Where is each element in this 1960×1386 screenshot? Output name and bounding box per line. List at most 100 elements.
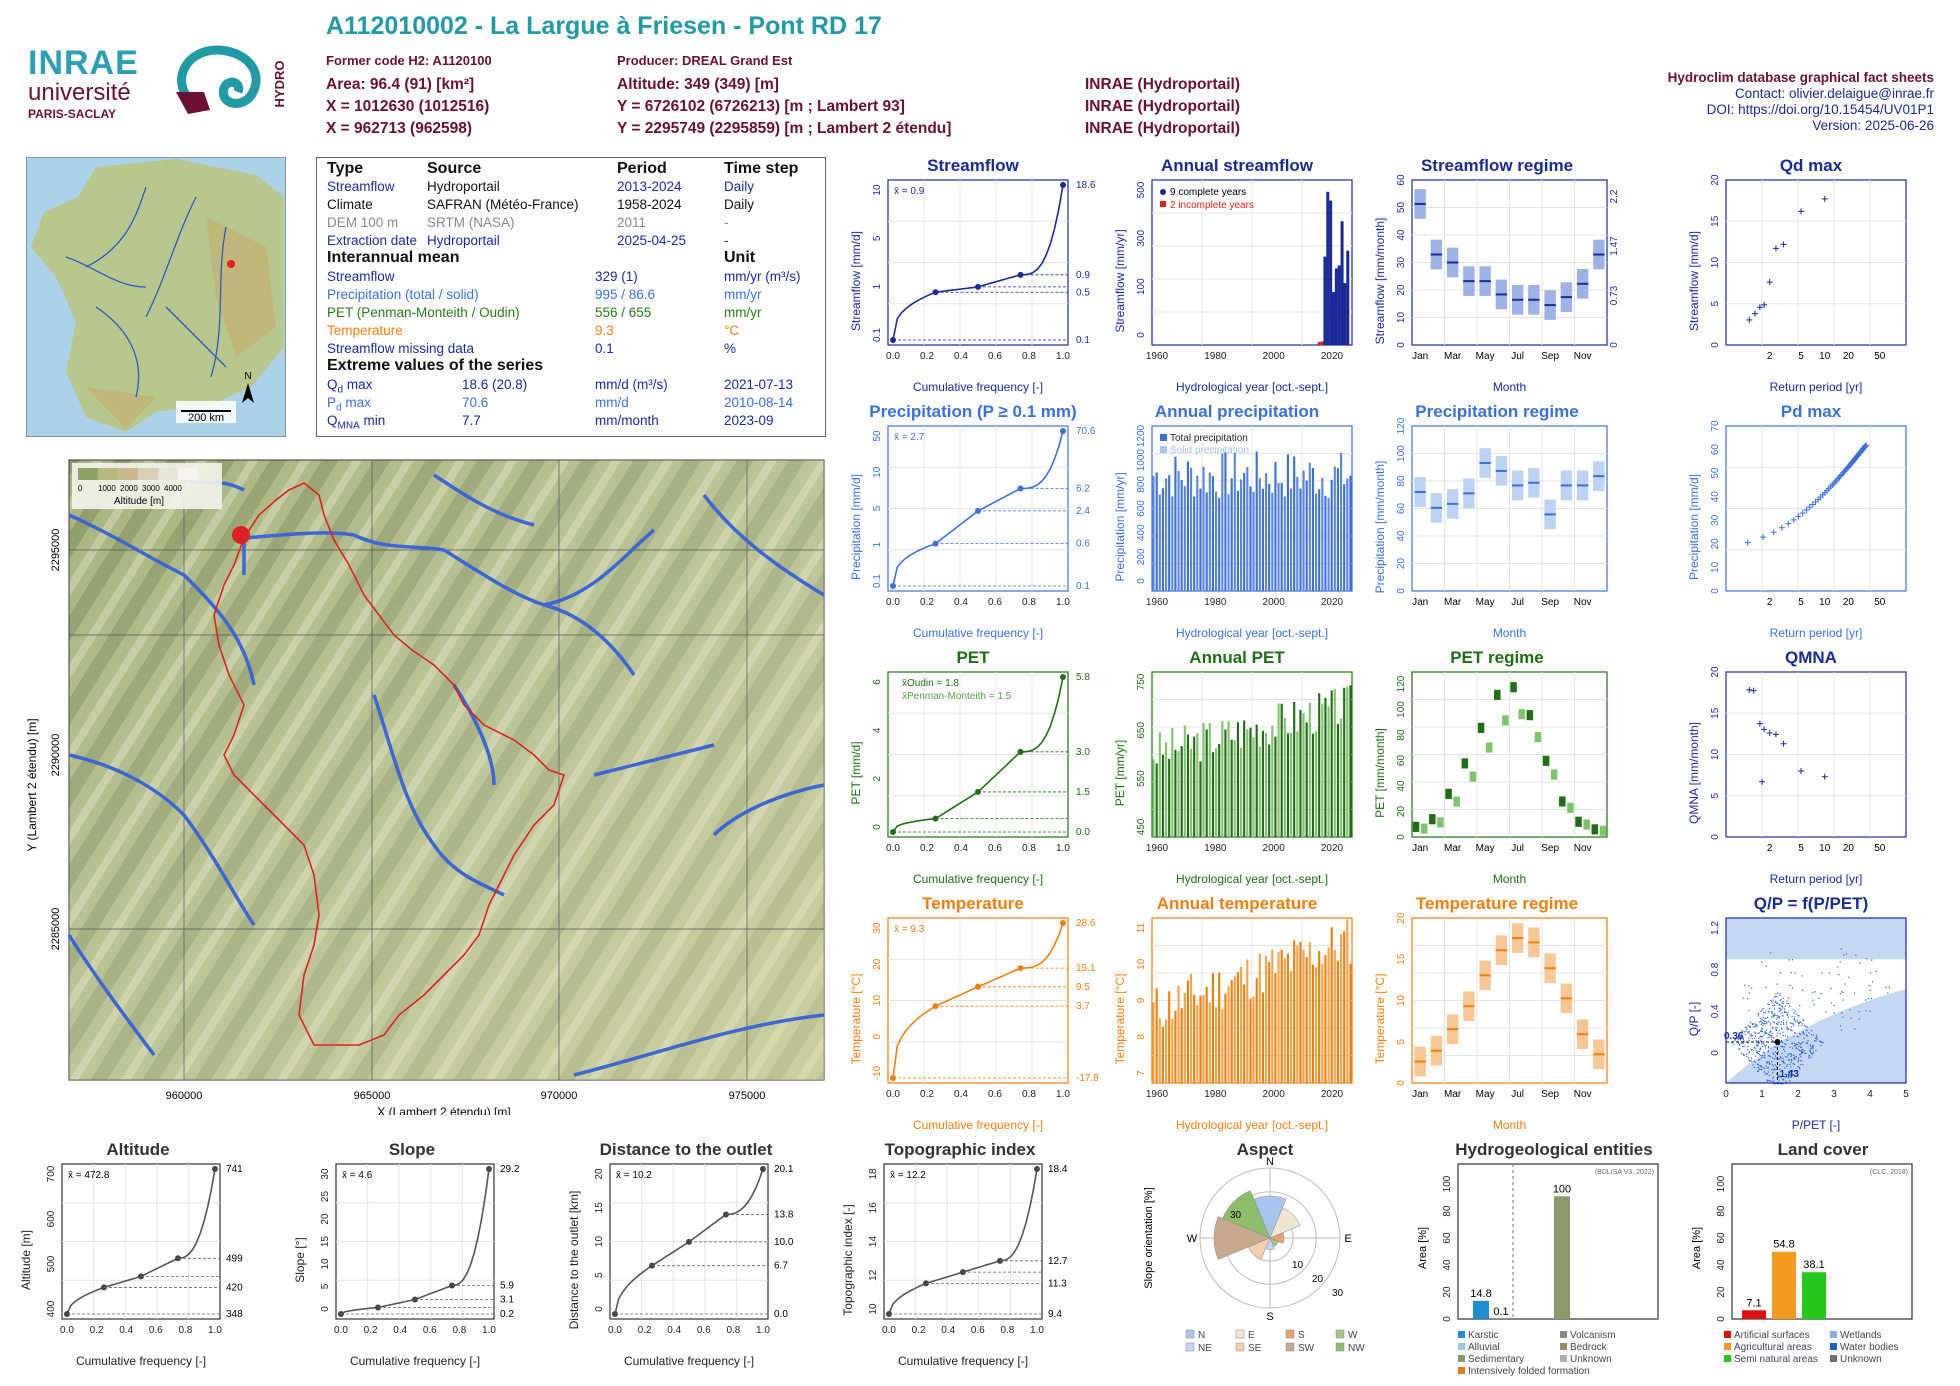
qp_ppet-point (1741, 1052, 1743, 1054)
annual_pet-bar (1155, 763, 1158, 837)
chart-temp_regime: Temperature regime Jan Mar May Jul Sep Nov 0 5 10… (1373, 894, 1608, 1132)
temp_cdf-rtick: 15.1 (1076, 963, 1096, 974)
annual_streamflow-bar (1334, 268, 1338, 345)
qp_ppet-point (1849, 1009, 1851, 1011)
qp_ppet-point (1763, 1034, 1765, 1036)
qp_ppet-point (1753, 1046, 1755, 1049)
annual_temp-bar (1299, 941, 1302, 1083)
pd_max-point (1744, 539, 1751, 546)
gauge-location-marker (227, 260, 235, 268)
annual_temp-xtick: 2020 (1321, 1089, 1344, 1100)
qp_ppet-point (1773, 1053, 1775, 1055)
precip_cdf-ytick: 1 (872, 542, 883, 548)
annual_precip-bar (1233, 452, 1236, 591)
qp_ppet-point (1776, 983, 1778, 985)
qmna-point (1756, 720, 1763, 727)
annual_streamflow-xtick: 2020 (1321, 351, 1344, 362)
topo_index-rtick: 12.7 (1048, 1256, 1068, 1267)
r2-period: 1958-2024 (617, 197, 682, 212)
qp_ppet-point (1772, 1040, 1774, 1042)
qp_ppet-point (1775, 1029, 1777, 1031)
annual_precip-bar (1327, 497, 1330, 591)
qp_ppet-point (1760, 1065, 1762, 1067)
chart-annual_pet: Annual PET 1960 1980 2000 2020 450 550 650 750 Hy… (1113, 648, 1353, 886)
hydrogeology-ytick: 20 (1442, 1286, 1453, 1298)
qp_ppet-point (1800, 1021, 1802, 1023)
aspect-legend-label: SE (1248, 1343, 1262, 1354)
temp_cdf-ytick: 10 (872, 995, 883, 1007)
qp_ppet-point (1761, 1036, 1763, 1038)
qp_ppet-point (1784, 1008, 1786, 1010)
annual_temp-bar (1327, 947, 1330, 1083)
qp_ppet-point (1752, 1064, 1754, 1066)
qd_max-point (1751, 310, 1758, 317)
qp_ppet-point (1748, 1057, 1750, 1059)
temp_cdf-annotation: x̄ = 9.3 (894, 924, 925, 935)
qp_ppet-point (1875, 970, 1877, 972)
streamflow_regime-month: Nov (1574, 351, 1592, 362)
qp_ppet-point (1773, 1022, 1775, 1024)
info-line3[interactable]: DOI: https://doi.org/10.15454/UV01P1 (1706, 102, 1934, 117)
annual_precip-bar (1296, 476, 1299, 591)
qp_ppet-point (1774, 1051, 1777, 1053)
qp_ppet-point (1871, 959, 1873, 961)
pd_max-title: Pd max (1781, 402, 1842, 421)
aspect-dir-n: N (1266, 1156, 1274, 1168)
info-line2[interactable]: Contact: olivier.delaigue@inrae.fr (1734, 86, 1934, 101)
th-extremes: Extreme values of the series (327, 357, 544, 374)
qp_ppet-point (1761, 1043, 1763, 1045)
qp_ppet-point (1787, 1076, 1789, 1078)
streamflow_regime-ytick: 40 (1396, 229, 1407, 241)
pd_max-point (1863, 442, 1870, 449)
qp_ppet-point (1782, 1034, 1784, 1037)
qmna-xtick: 10 (1819, 843, 1831, 854)
land_cover-legend-label: Unknown (1840, 1354, 1882, 1365)
qp_ppet-point (1816, 1036, 1818, 1038)
land_cover-legend-label: Water bodies (1840, 1342, 1899, 1353)
annual_streamflow-bar (1332, 291, 1335, 345)
qd_max-ytick: 20 (1710, 174, 1721, 186)
qp_ppet-point (1738, 1034, 1740, 1036)
annual_temp-bar (1218, 972, 1221, 1083)
qp_ppet-point (1772, 1015, 1774, 1017)
annual_precip-bar (1224, 452, 1227, 591)
qp_ppet-point (1756, 1051, 1758, 1054)
topo_index-ytick: 18 (868, 1168, 879, 1180)
streamflow_cdf-xtick: 0.0 (886, 351, 900, 362)
former-code: Former code H2: A1120100 (326, 53, 492, 68)
qp_ppet-point (1800, 1060, 1803, 1062)
qp_ppet-point (1800, 1033, 1802, 1036)
annual_streamflow-bar (1343, 283, 1347, 345)
qp_ppet-point (1759, 1010, 1761, 1013)
qp_ppet-point (1733, 1044, 1735, 1046)
altitude-rtick: 499 (226, 1253, 243, 1264)
pet_regime-ytick: 120 (1396, 675, 1407, 692)
temp_cdf-xtick: 0.4 (954, 1089, 968, 1100)
qp_ppet-point (1785, 1039, 1787, 1041)
annual_precip-bar (1258, 478, 1261, 591)
qp_ppet-point (1772, 1052, 1774, 1054)
qp_ppet-point (1760, 1047, 1762, 1049)
annual_pet-bar (1240, 747, 1243, 837)
qp_ppet-point (1766, 1022, 1768, 1024)
pd_max-point (1836, 473, 1843, 480)
qp_ppet-point (1791, 1069, 1793, 1071)
qp_ppet-point (1793, 1057, 1795, 1059)
annual_pet-ytick: 750 (1136, 673, 1147, 690)
qp_ppet-point (1764, 1067, 1766, 1070)
pet_cdf-rtick: 3.0 (1076, 747, 1090, 758)
qp_ppet-point (1799, 1054, 1801, 1056)
qp_ppet-point (1869, 1010, 1871, 1012)
pet_cdf-xtick: 0.4 (954, 843, 968, 854)
annual_pet-bar (1171, 728, 1174, 837)
qp_ppet-point (1853, 992, 1856, 994)
qp_ppet-point (1763, 1052, 1765, 1054)
qp_ppet-point (1765, 1032, 1767, 1034)
qp_ppet-point (1779, 994, 1781, 997)
qd_max-xtick: 2 (1767, 351, 1773, 362)
m3-value: 556 / 655 (595, 305, 652, 320)
qp_ppet-point (1750, 1033, 1752, 1035)
qp_ppet-point (1768, 1074, 1770, 1077)
qp_ppet-point (1772, 1076, 1774, 1078)
annual_temp-bar (1315, 967, 1318, 1083)
